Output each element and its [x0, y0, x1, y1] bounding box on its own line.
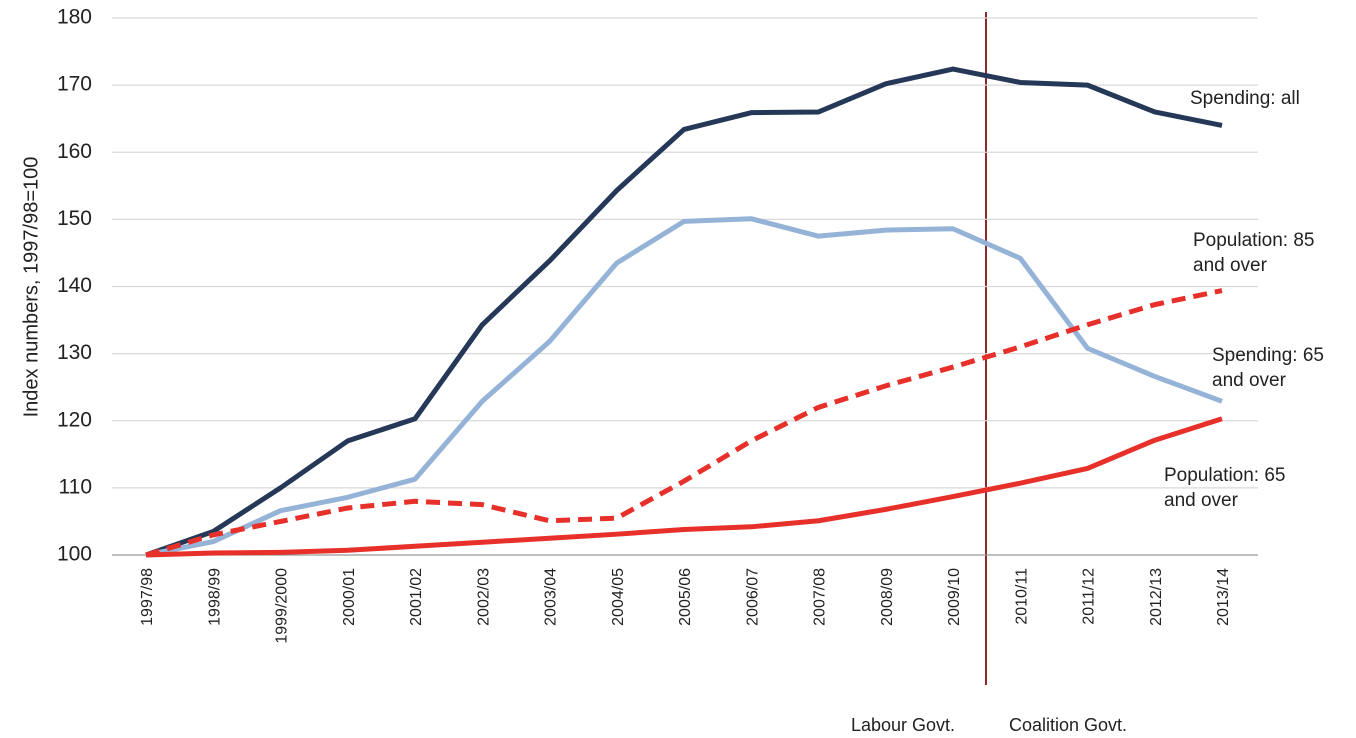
x-tick-label: 2011/12: [1081, 568, 1098, 625]
x-tick-label: 2012/13: [1148, 568, 1165, 626]
x-tick-label: 2009/10: [946, 568, 963, 626]
x-tick-label: 2008/09: [879, 568, 896, 626]
x-tick-label: 2005/06: [677, 568, 694, 626]
x-tick-label: 1999/2000: [274, 568, 291, 644]
series-label: Spending: all: [1190, 88, 1300, 109]
y-tick-label: 180: [57, 6, 92, 29]
x-tick-label: 2010/11: [1013, 568, 1030, 625]
y-tick-label: 150: [57, 207, 92, 230]
series-line: [145, 288, 1223, 558]
x-tick-label: 2001/02: [408, 568, 425, 626]
series-label: Spending: 65 and over: [1212, 345, 1324, 391]
series-line: [145, 66, 1223, 558]
annotation: Labour Govt.: [851, 715, 955, 735]
series-line: [145, 216, 1223, 558]
x-tick-label: 1997/98: [139, 568, 156, 626]
y-axis-label: Index numbers, 1997/98=100: [20, 157, 42, 418]
x-tick-label: 2003/04: [543, 568, 560, 626]
y-tick-label: 140: [57, 274, 92, 297]
y-tick-label: 170: [57, 73, 92, 96]
x-tick-label: 2006/07: [744, 568, 761, 626]
x-tick-label: 1998/99: [206, 568, 223, 626]
y-tick-label: 130: [57, 341, 92, 364]
y-tick-label: 160: [57, 140, 92, 163]
series-label: Population: 85 and over: [1193, 230, 1315, 276]
x-tick-label: 2002/03: [475, 568, 492, 626]
series-label: Population: 65 and over: [1164, 465, 1286, 511]
y-tick-label: 100: [57, 543, 92, 566]
annotation: Coalition Govt.: [1009, 715, 1127, 735]
x-tick-label: 2007/08: [812, 568, 829, 626]
series-line: [145, 416, 1223, 558]
y-tick-label: 110: [59, 475, 92, 498]
x-tick-label: 2000/01: [341, 568, 358, 626]
x-tick-label: 2004/05: [610, 568, 627, 626]
y-tick-label: 120: [57, 408, 92, 431]
x-tick-label: 2013/14: [1215, 568, 1232, 626]
